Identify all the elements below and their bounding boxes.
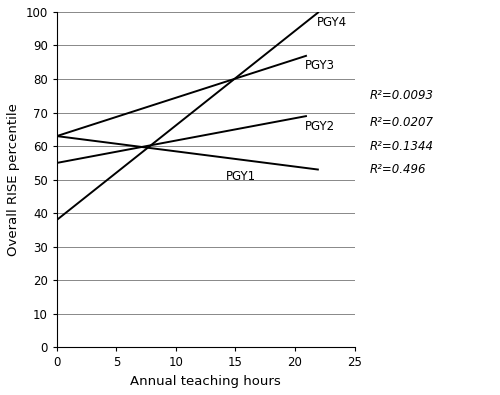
- Text: R²=0.496: R²=0.496: [370, 163, 426, 176]
- Text: PGY2: PGY2: [304, 120, 334, 133]
- Text: PGY3: PGY3: [304, 59, 334, 72]
- Text: PGY4: PGY4: [316, 15, 346, 28]
- Text: R²=0.0207: R²=0.0207: [370, 116, 434, 129]
- X-axis label: Annual teaching hours: Annual teaching hours: [130, 375, 281, 388]
- Text: PGY1: PGY1: [226, 170, 256, 183]
- Text: R²=0.1344: R²=0.1344: [370, 140, 434, 152]
- Text: R²=0.0093: R²=0.0093: [370, 89, 434, 102]
- Y-axis label: Overall RISE percentile: Overall RISE percentile: [7, 103, 20, 256]
